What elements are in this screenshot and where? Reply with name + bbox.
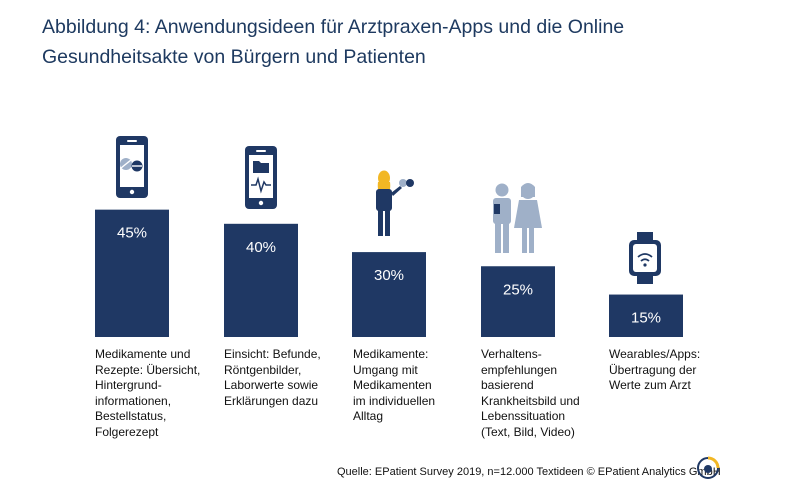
source-note: Quelle: EPatient Survey 2019, n=12.000 T… bbox=[337, 466, 721, 478]
bar-value-label-1: 45% bbox=[117, 225, 147, 242]
title-line-1: Abbildung 4: Anwendungsideen für Arztpra… bbox=[42, 16, 625, 38]
category-label-4: Verhaltens- empfehlungen basierend Krank… bbox=[481, 347, 580, 439]
bars-group: 45% 40% 30% 25% 15% bbox=[95, 209, 683, 337]
category-label-2: Einsicht: Befunde, Röntgenbilder, Laborw… bbox=[224, 347, 321, 408]
bar-value-label-2: 40% bbox=[246, 239, 276, 256]
bar-value-label-3: 30% bbox=[374, 267, 404, 284]
bar-value-label-5: 15% bbox=[631, 310, 661, 327]
category-label-3: Medikamente: Umgang mit Medikamenten im … bbox=[353, 347, 436, 423]
phone-folder-ecg-icon bbox=[245, 146, 277, 209]
epatient-logo-icon bbox=[697, 456, 720, 479]
bar-3 bbox=[352, 252, 426, 337]
category-label-5: Wearables/Apps: Übertragung der Werte zu… bbox=[609, 347, 701, 392]
title-line-2: Gesundheitsakte von Bürgern und Patiente… bbox=[42, 46, 426, 68]
bar-value-label-4: 25% bbox=[503, 281, 533, 298]
patient-couple-icon bbox=[493, 183, 542, 253]
smartwatch-wifi-icon bbox=[629, 232, 661, 284]
phone-pills-icon bbox=[116, 136, 148, 198]
bar-5 bbox=[609, 294, 683, 337]
category-label-1: Medikamente und Rezepte: Übersicht, Hint… bbox=[95, 347, 201, 439]
bar-2 bbox=[224, 223, 298, 337]
woman-with-pill-icon bbox=[376, 170, 414, 236]
page-title: Abbildung 4: Anwendungsideen für Arztpra… bbox=[42, 12, 742, 72]
bar-1 bbox=[95, 209, 169, 337]
bar-4 bbox=[481, 266, 555, 337]
